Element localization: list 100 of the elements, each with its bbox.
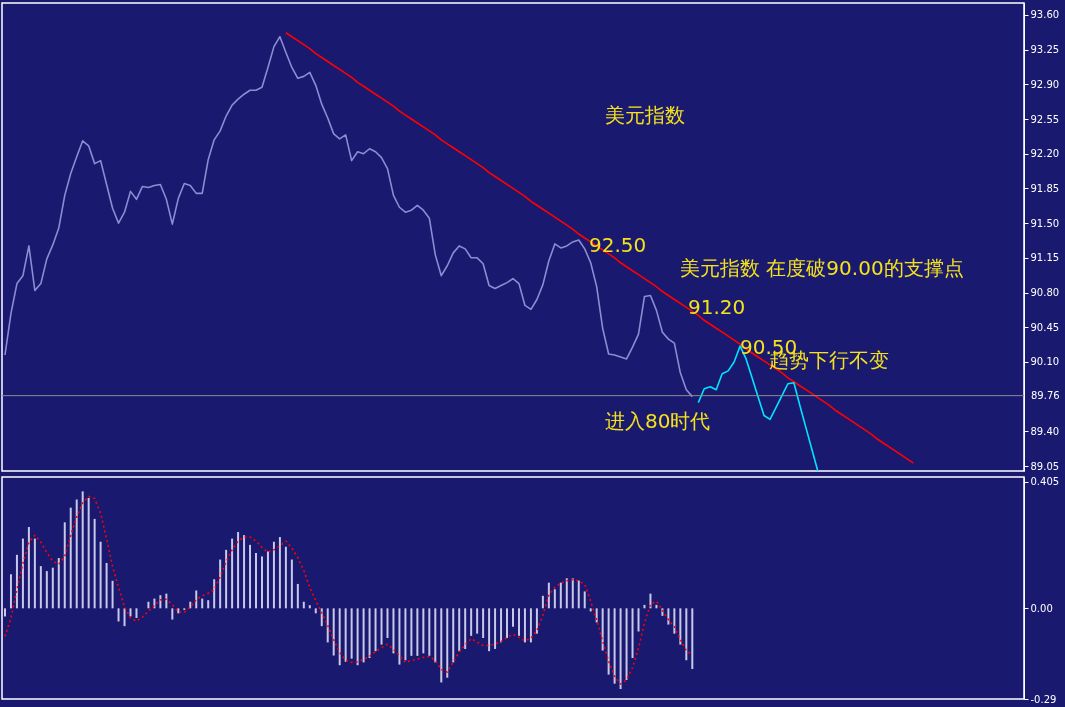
bar	[416, 608, 419, 656]
bar	[284, 546, 287, 609]
bar	[350, 608, 353, 659]
bar	[583, 591, 586, 609]
bar	[589, 608, 592, 612]
bar	[535, 608, 538, 634]
bar	[470, 608, 473, 636]
bar	[272, 541, 275, 609]
bar	[75, 499, 78, 609]
bar	[673, 608, 676, 634]
bar	[482, 608, 485, 639]
bar	[691, 608, 694, 669]
bar	[356, 608, 359, 666]
ref-line-label: 89.76	[1031, 389, 1060, 401]
bar	[219, 559, 222, 609]
bar	[105, 562, 108, 609]
bar	[308, 605, 311, 609]
bar	[177, 608, 180, 614]
bar	[213, 579, 216, 609]
bar	[63, 522, 66, 609]
bar	[476, 608, 479, 634]
bar	[338, 608, 341, 666]
bar	[362, 608, 365, 663]
annotation: 美元指数 在度破90.00的支撑点	[680, 256, 964, 280]
bar	[422, 608, 425, 654]
bar	[51, 567, 54, 609]
bar	[380, 608, 383, 645]
bar	[619, 608, 622, 689]
bar	[607, 608, 610, 675]
bar	[255, 552, 258, 609]
bar	[15, 554, 18, 609]
bar	[553, 589, 556, 609]
bar	[595, 608, 598, 623]
bar	[368, 608, 371, 659]
bar	[302, 601, 305, 609]
bar	[392, 608, 395, 654]
y-tick-label: 91.85	[1030, 182, 1060, 194]
bar	[57, 557, 60, 609]
bar	[147, 601, 150, 609]
bar	[571, 578, 574, 609]
bar	[428, 608, 431, 656]
bar	[541, 595, 544, 609]
bar	[613, 608, 616, 684]
bar	[231, 538, 234, 609]
bar	[398, 608, 401, 665]
bar	[33, 538, 36, 609]
bar	[278, 537, 281, 609]
bar	[99, 541, 102, 609]
bar	[506, 608, 509, 639]
bar	[404, 608, 407, 661]
bar	[207, 600, 210, 609]
bar	[243, 535, 246, 609]
y-tick-label: 93.25	[1030, 44, 1060, 56]
bar	[69, 507, 72, 609]
bar	[523, 608, 526, 643]
bar	[27, 527, 30, 609]
y-tick-label: -0.29	[1030, 693, 1057, 705]
y-tick-label: 91.15	[1030, 252, 1060, 264]
bar	[565, 578, 568, 609]
bar	[601, 608, 604, 651]
bar	[434, 608, 437, 663]
y-tick-label: 93.60	[1030, 9, 1060, 21]
bar	[685, 608, 688, 661]
bar	[386, 608, 389, 639]
bar	[314, 608, 317, 614]
bar	[290, 559, 293, 609]
bar	[667, 608, 670, 625]
y-tick-label: 90.10	[1030, 356, 1060, 368]
y-tick-label: 0.00	[1030, 602, 1053, 614]
bar	[512, 608, 514, 627]
y-tick-label: 92.55	[1030, 113, 1060, 125]
y-tick-label: 91.50	[1030, 217, 1060, 229]
bar	[452, 608, 455, 663]
bar	[189, 601, 192, 609]
y-tick-label: 89.40	[1030, 425, 1060, 437]
bar	[9, 574, 12, 609]
bar	[464, 608, 467, 649]
bar	[87, 497, 90, 609]
bar	[296, 583, 299, 609]
bar	[45, 571, 48, 609]
bar	[500, 608, 503, 643]
y-tick-label: 89.05	[1030, 460, 1060, 472]
y-tick-label: 92.20	[1030, 148, 1060, 160]
bar	[320, 608, 323, 627]
bar	[201, 598, 204, 609]
bar	[111, 580, 114, 609]
bar	[332, 608, 335, 656]
bar	[488, 608, 491, 652]
bar	[225, 549, 228, 609]
y-tick-label: 0.405	[1030, 476, 1060, 488]
y-tick-label: 90.45	[1030, 321, 1060, 333]
bar	[159, 595, 162, 609]
bar	[410, 608, 413, 656]
bar	[39, 566, 42, 609]
bar	[374, 608, 377, 652]
bar	[577, 580, 580, 609]
annotation: 91.20	[688, 295, 746, 319]
bar	[326, 608, 329, 643]
annotation: 进入80时代	[605, 409, 711, 433]
bar	[81, 491, 84, 609]
